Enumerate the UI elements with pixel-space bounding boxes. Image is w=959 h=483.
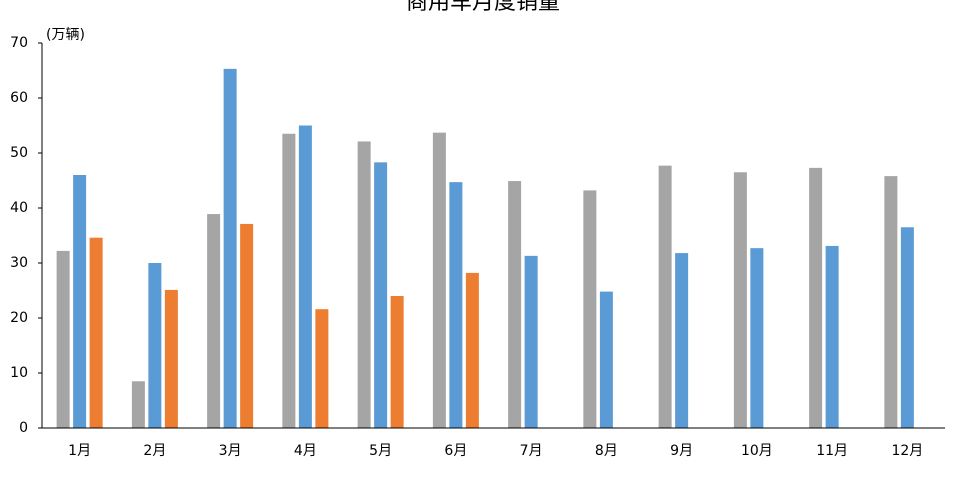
bar xyxy=(675,253,689,428)
bar xyxy=(315,309,329,428)
bar xyxy=(884,176,898,428)
bar xyxy=(223,68,237,428)
bar xyxy=(809,167,823,428)
x-tick-label: 1月 xyxy=(68,443,91,459)
bar xyxy=(658,165,672,428)
bar xyxy=(207,214,221,428)
x-tick-label: 7月 xyxy=(520,443,543,459)
bar xyxy=(733,172,747,428)
bar xyxy=(73,175,87,428)
bar xyxy=(282,133,296,428)
y-tick-label: 50 xyxy=(10,145,28,161)
bar xyxy=(374,162,388,428)
bar xyxy=(508,181,522,428)
y-tick-label: 70 xyxy=(10,35,28,51)
chart-title: 商用车月度销量 xyxy=(406,0,560,15)
bar xyxy=(240,223,254,428)
y-tick-label: 30 xyxy=(10,255,28,271)
bar xyxy=(298,125,312,428)
x-tick-label: 6月 xyxy=(444,443,467,459)
bar xyxy=(89,237,103,428)
y-tick-label: 40 xyxy=(10,200,28,216)
x-tick-label: 8月 xyxy=(595,443,618,459)
bar xyxy=(524,255,538,428)
bar xyxy=(357,141,371,428)
x-tick-label: 4月 xyxy=(294,443,317,459)
bar xyxy=(56,250,70,428)
bar xyxy=(432,132,446,428)
x-tick-label: 2月 xyxy=(143,443,166,459)
x-tick-label: 12月 xyxy=(891,443,923,459)
x-tick-label: 9月 xyxy=(670,443,693,459)
bar xyxy=(164,289,178,428)
bar xyxy=(825,245,839,428)
y-tick-label: 60 xyxy=(10,90,28,106)
bar xyxy=(900,227,914,428)
x-tick-label: 3月 xyxy=(219,443,242,459)
bar xyxy=(390,296,404,428)
y-axis-label: (万辆) xyxy=(46,27,85,43)
bar xyxy=(148,263,162,428)
y-tick-label: 20 xyxy=(10,310,28,326)
y-tick-label: 0 xyxy=(19,420,28,436)
bar xyxy=(131,381,145,428)
bar xyxy=(449,182,463,428)
x-tick-label: 10月 xyxy=(741,443,773,459)
bar xyxy=(465,272,479,428)
bar xyxy=(583,190,597,428)
bar xyxy=(599,291,613,428)
y-tick-label: 10 xyxy=(10,365,28,381)
bar xyxy=(750,248,764,428)
x-tick-label: 11月 xyxy=(816,443,848,459)
x-tick-label: 5月 xyxy=(369,443,392,459)
